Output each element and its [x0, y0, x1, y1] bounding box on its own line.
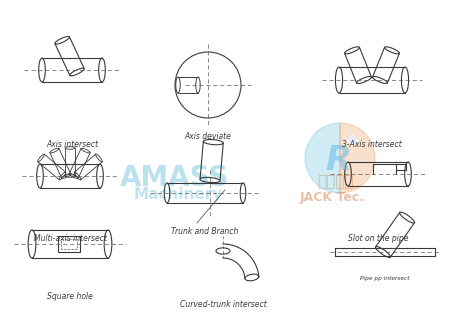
Text: Square hole: Square hole [47, 292, 93, 301]
Text: 3-Axis intersect: 3-Axis intersect [342, 140, 402, 149]
Wedge shape [305, 123, 340, 193]
Text: Pipe pp intersect: Pipe pp intersect [360, 276, 410, 281]
Text: Slot on the pipe: Slot on the pipe [348, 234, 408, 243]
Text: Axis deviate: Axis deviate [184, 132, 231, 141]
Text: Axis intersect: Axis intersect [46, 140, 98, 149]
Text: R: R [325, 144, 351, 176]
Text: 智科焊割: 智科焊割 [317, 175, 353, 190]
Text: Trunk and Branch: Trunk and Branch [171, 227, 238, 236]
Text: AMASS: AMASS [120, 164, 230, 192]
Text: Multi-axis intersect: Multi-axis intersect [33, 234, 107, 243]
Bar [58, 236, 80, 252]
Bar [61, 239, 77, 249]
Text: Curved-trunk intersect: Curved-trunk intersect [180, 300, 266, 309]
Text: Machinery: Machinery [133, 186, 223, 202]
Text: JACK Tec.: JACK Tec. [300, 191, 364, 203]
Wedge shape [340, 123, 375, 193]
